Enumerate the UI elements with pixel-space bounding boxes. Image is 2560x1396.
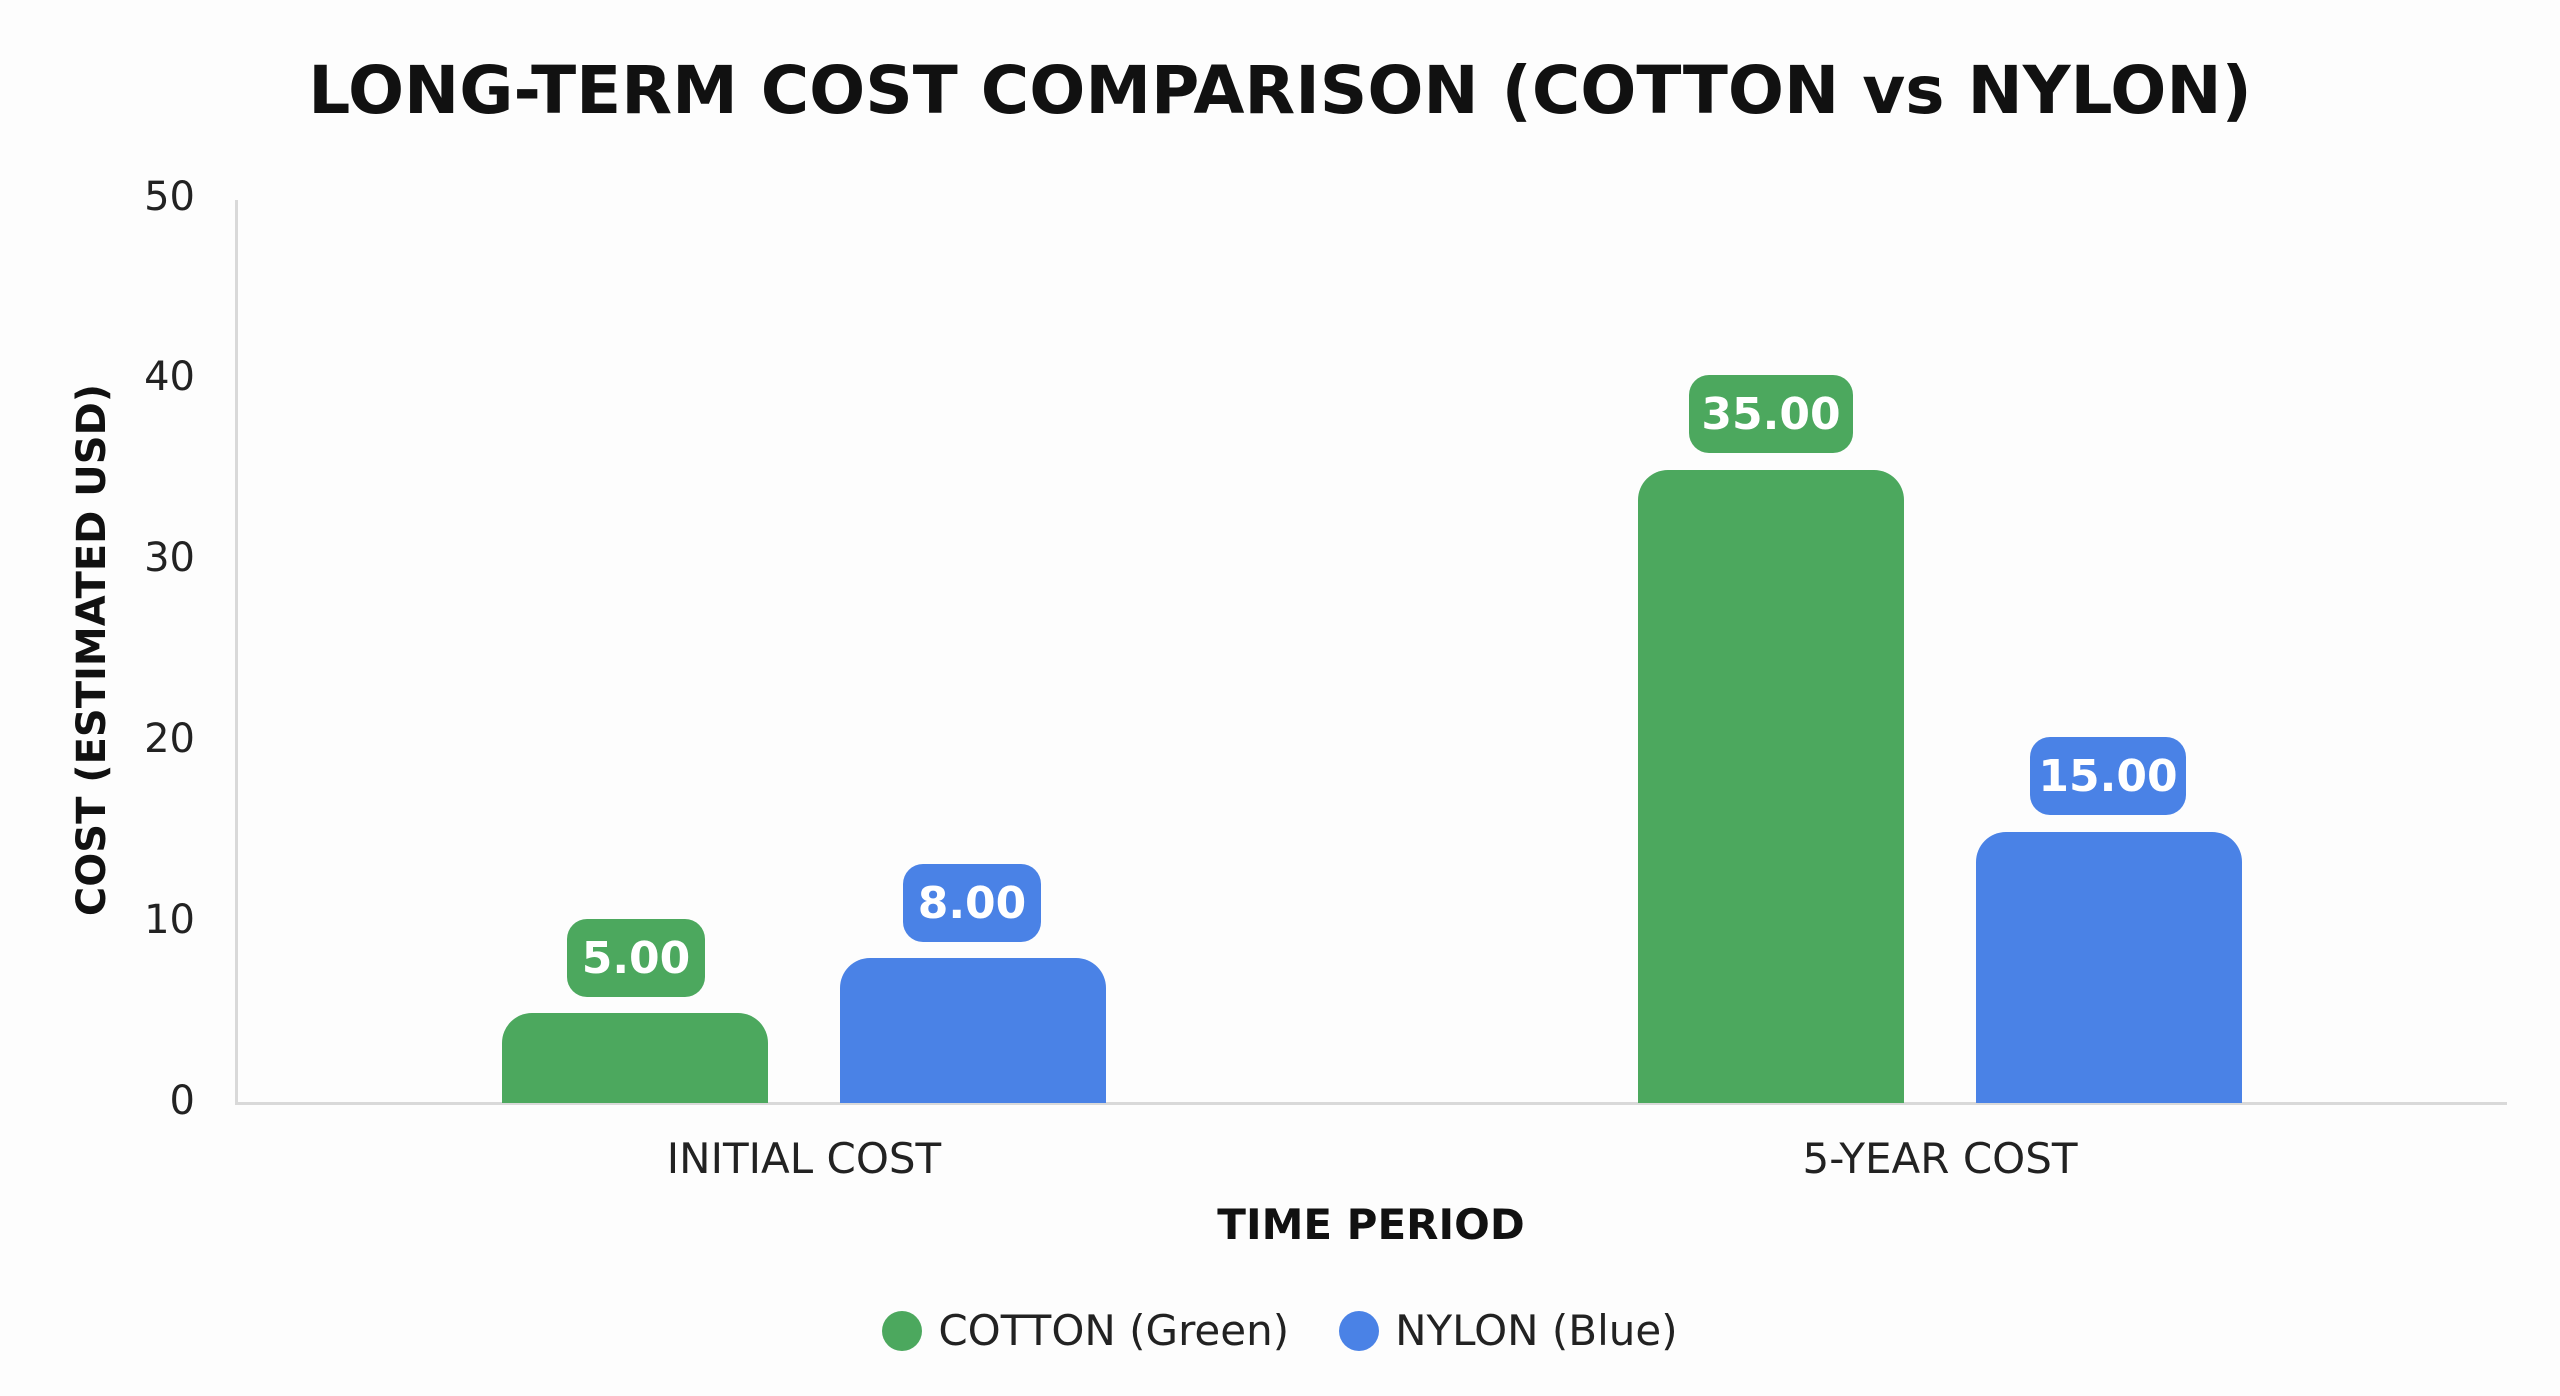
chart-title: LONG-TERM COST COMPARISON (COTTON vs NYL… bbox=[308, 52, 2252, 129]
x-axis-title: TIME PERIOD bbox=[1217, 1200, 1525, 1249]
y-tick: 50 bbox=[144, 174, 195, 220]
y-tick: 0 bbox=[169, 1078, 195, 1124]
badge-nylon-5year: 15.00 bbox=[2030, 737, 2186, 815]
legend-label-cotton: COTTON (Green) bbox=[938, 1306, 1290, 1355]
y-tick: 40 bbox=[144, 354, 195, 400]
x-tick-5-year-cost: 5-YEAR COST bbox=[1802, 1134, 2078, 1183]
legend-label-nylon: NYLON (Blue) bbox=[1395, 1306, 1678, 1355]
y-axis-line bbox=[235, 200, 238, 1105]
y-tick: 10 bbox=[144, 897, 195, 943]
badge-nylon-initial: 8.00 bbox=[903, 864, 1041, 942]
y-tick: 30 bbox=[144, 535, 195, 581]
legend-item-cotton: COTTON (Green) bbox=[882, 1306, 1289, 1355]
badge-cotton-5year: 35.00 bbox=[1689, 375, 1853, 453]
legend-item-nylon: NYLON (Blue) bbox=[1339, 1306, 1678, 1355]
legend-swatch-blue-icon bbox=[1339, 1310, 1380, 1351]
bar-nylon-5year bbox=[1976, 832, 2242, 1103]
y-tick: 20 bbox=[144, 716, 195, 762]
y-axis-title: COST (ESTIMATED USD) bbox=[69, 383, 115, 917]
legend: COTTON (Green) NYLON (Blue) bbox=[0, 1306, 2560, 1355]
bar-nylon-initial bbox=[840, 958, 1106, 1103]
x-tick-initial-cost: INITIAL COST bbox=[666, 1134, 942, 1183]
legend-swatch-green-icon bbox=[882, 1310, 923, 1351]
x-axis-line bbox=[235, 1102, 2507, 1105]
bar-cotton-5year bbox=[1638, 470, 1904, 1103]
bar-cotton-initial bbox=[502, 1013, 768, 1103]
badge-cotton-initial: 5.00 bbox=[567, 919, 705, 997]
